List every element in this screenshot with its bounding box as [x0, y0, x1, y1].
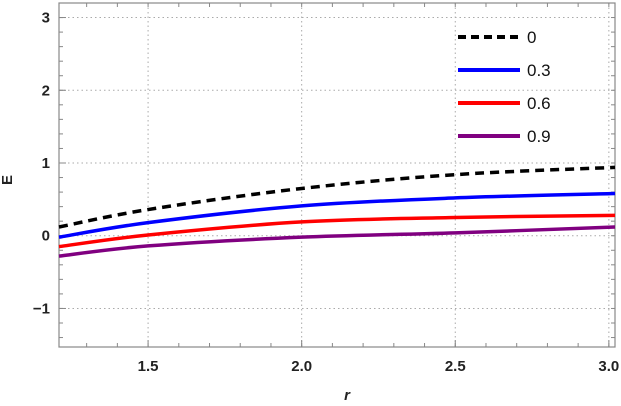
x-tick-label: 1.5 [138, 358, 159, 375]
series-line-0.3 [58, 191, 616, 239]
y-tick-label: 2 [42, 82, 50, 99]
legend-label: 0 [527, 28, 536, 47]
x-tick-label: 2.5 [445, 358, 466, 375]
x-tick-label: 3.0 [598, 358, 619, 375]
legend-label: 0.9 [527, 127, 551, 146]
y-tick-label: −1 [33, 300, 50, 317]
y-tick-label: 1 [42, 155, 50, 172]
y-axis-label: E [0, 175, 16, 185]
x-axis-label: r [344, 387, 351, 404]
x-tick-label: 2.0 [291, 358, 312, 375]
y-tick-label: 0 [42, 228, 50, 245]
plot-frame [58, 2, 616, 348]
series-line-0.9 [58, 225, 616, 258]
legend-label: 0.6 [527, 94, 551, 113]
y-tick-label: 3 [42, 10, 50, 27]
legend-label: 0.3 [527, 61, 551, 80]
series-line-0.6 [58, 213, 616, 249]
